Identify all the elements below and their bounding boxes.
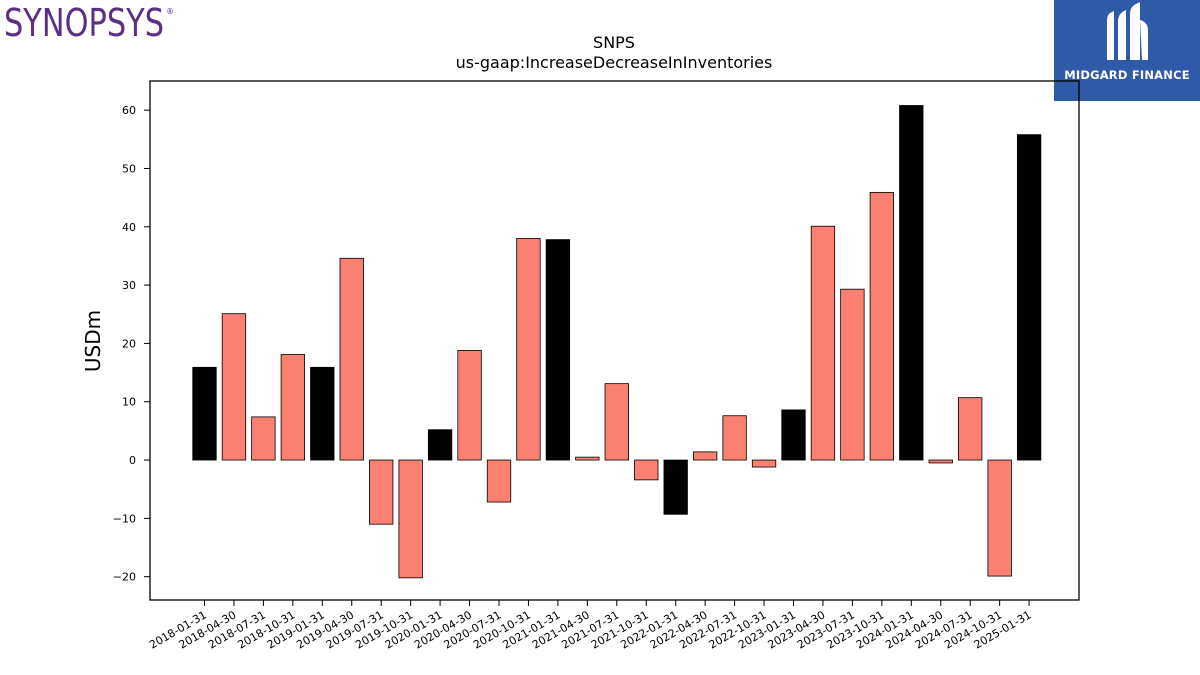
bar-2022-01-31 (663, 459, 688, 515)
midgard-finance-name: MIDGARD FINANCE (1064, 68, 1190, 82)
bar-2022-10-31 (751, 459, 777, 468)
bar-2019-04-30 (339, 257, 364, 461)
bar-2023-10-31 (869, 191, 894, 461)
y-axis-label: USDm (81, 310, 105, 372)
chart-title: SNPS (593, 33, 635, 52)
bar-2021-01-31 (545, 239, 571, 461)
bar-2019-01-31 (310, 366, 335, 461)
synopsys-logo-text: SYNOPSYS (4, 2, 164, 45)
y-tick-label: −20 (113, 571, 136, 584)
bar-2021-10-31 (634, 459, 659, 481)
bar-2018-07-31 (251, 416, 276, 461)
y-tick-label: 20 (122, 337, 136, 350)
y-tick-label: 30 (122, 279, 136, 292)
y-tick-label: 0 (129, 454, 136, 467)
bar-2023-01-31 (781, 409, 806, 461)
y-tick-label: 50 (122, 162, 136, 175)
y-tick-label: −10 (113, 512, 136, 525)
registered-mark-icon: ® (166, 7, 174, 16)
bar-2022-04-30 (693, 451, 718, 461)
bar-2022-07-31 (722, 415, 747, 461)
bar-2024-01-31 (899, 105, 924, 461)
bar-2019-10-31 (398, 459, 423, 579)
bar-2023-07-31 (840, 288, 865, 461)
bar-2024-10-31 (987, 459, 1012, 577)
bar-2020-07-31 (486, 459, 512, 503)
y-axis-ticks: −20 −10 0 10 20 30 40 50 60 (113, 104, 150, 584)
bar-2024-04-30 (928, 459, 953, 464)
y-tick-label: 40 (122, 221, 136, 234)
bar-2024-07-31 (958, 397, 983, 461)
bar-2020-01-31 (427, 429, 453, 461)
chart-subtitle: us-gaap:IncreaseDecreaseInInventories (456, 53, 773, 72)
x-axis-ticks: 2018-01-312018-04-302018-07-312018-10-31… (147, 600, 1034, 652)
bar-2021-04-30 (575, 456, 600, 461)
bar-2021-07-31 (604, 383, 629, 461)
bar-2018-10-31 (280, 354, 306, 461)
synopsys-logo: SYNOPSYS ® (4, 1, 184, 46)
y-tick-label: 60 (122, 104, 136, 117)
bar-2019-07-31 (369, 459, 394, 525)
bar-2023-04-30 (810, 225, 836, 461)
bar-2020-04-30 (457, 350, 482, 461)
bar-2020-10-31 (516, 238, 541, 461)
midgard-logo-mark-icon (1107, 2, 1148, 60)
y-tick-label: 10 (122, 396, 136, 409)
plot-frame (149, 80, 1080, 601)
bar-2025-01-31 (1016, 134, 1042, 461)
bar-2018-04-30 (221, 313, 247, 461)
midgard-finance-logo: MIDGARD FINANCE (1054, 0, 1200, 101)
bar-2018-01-31 (192, 366, 217, 461)
bars-group (192, 105, 1042, 579)
